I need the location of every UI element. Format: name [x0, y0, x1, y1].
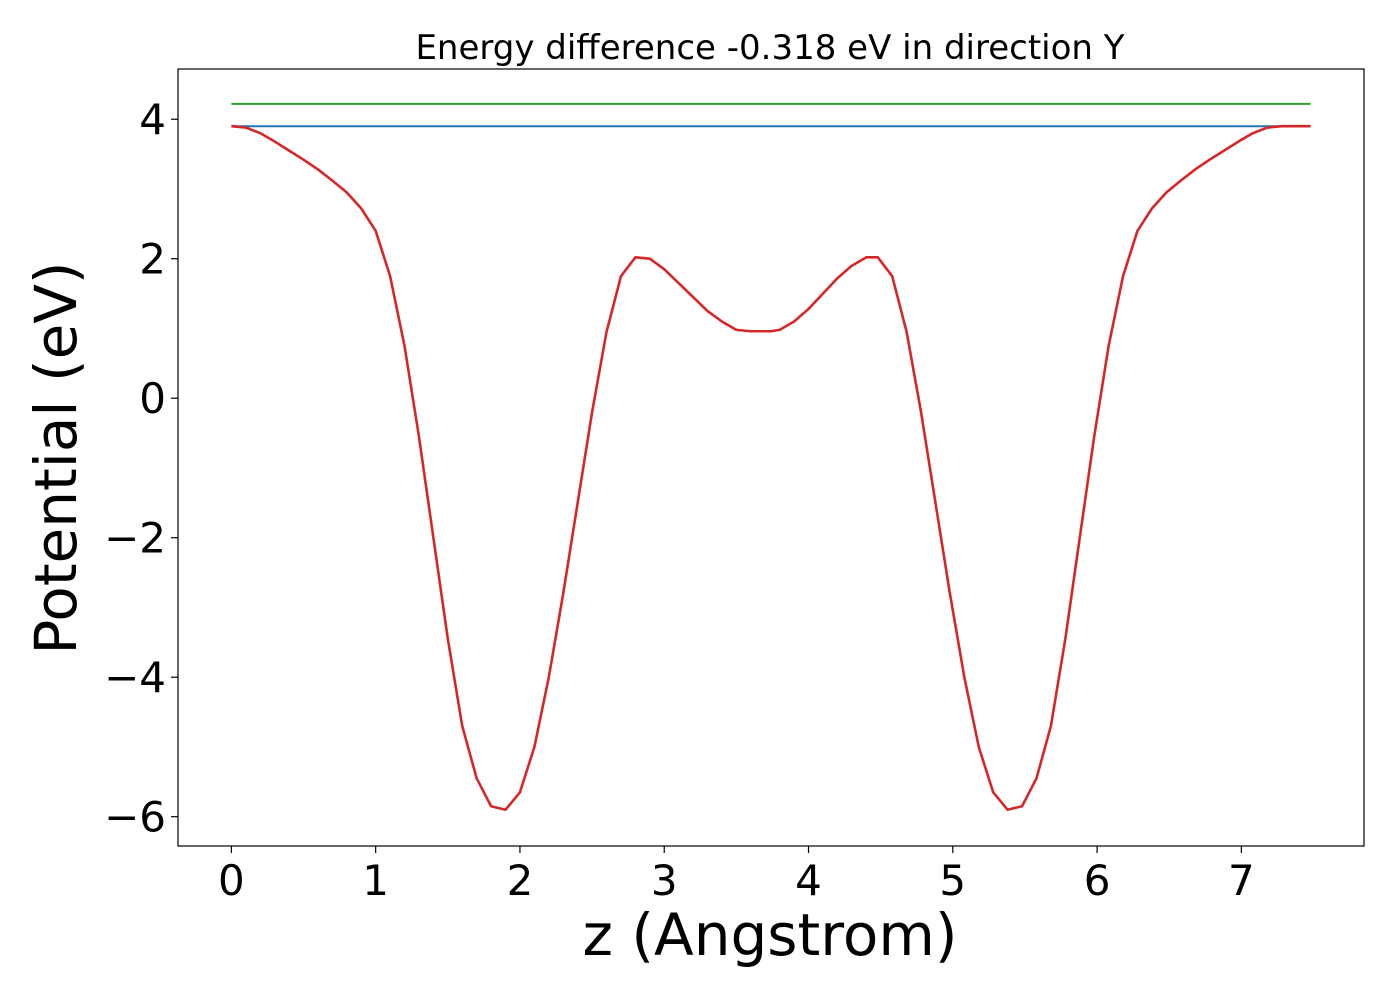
- x-tick-label: 2: [507, 856, 534, 905]
- y-tick-label: 0: [139, 374, 166, 423]
- x-axis-label: z (Angstrom): [583, 901, 958, 969]
- chart-title: Energy difference -0.318 eV in direction…: [415, 28, 1124, 68]
- plot-frame: [177, 68, 1365, 847]
- x-tick-label: 6: [1084, 856, 1111, 905]
- y-axis-ticks: −6 −4 −2 0 2 4: [104, 95, 178, 842]
- y-axis-label: Potential (eV): [22, 261, 90, 654]
- x-tick-label: 0: [218, 856, 245, 905]
- x-tick-label: 4: [795, 856, 822, 905]
- y-tick-label: 4: [139, 95, 166, 144]
- x-tick-label: 5: [939, 856, 966, 905]
- x-tick-label: 7: [1228, 856, 1255, 905]
- x-tick-label: 3: [651, 856, 678, 905]
- x-axis-ticks: 0 1 2 3 4 5 6 7: [218, 846, 1255, 905]
- series-layer: [231, 102, 1311, 812]
- y-tick-label: −4: [104, 653, 166, 702]
- series-line-3: [231, 124, 1311, 812]
- y-tick-label: −6: [104, 793, 166, 842]
- x-tick-label: 1: [362, 856, 389, 905]
- y-tick-label: 2: [139, 235, 166, 284]
- y-tick-label: −2: [104, 514, 166, 563]
